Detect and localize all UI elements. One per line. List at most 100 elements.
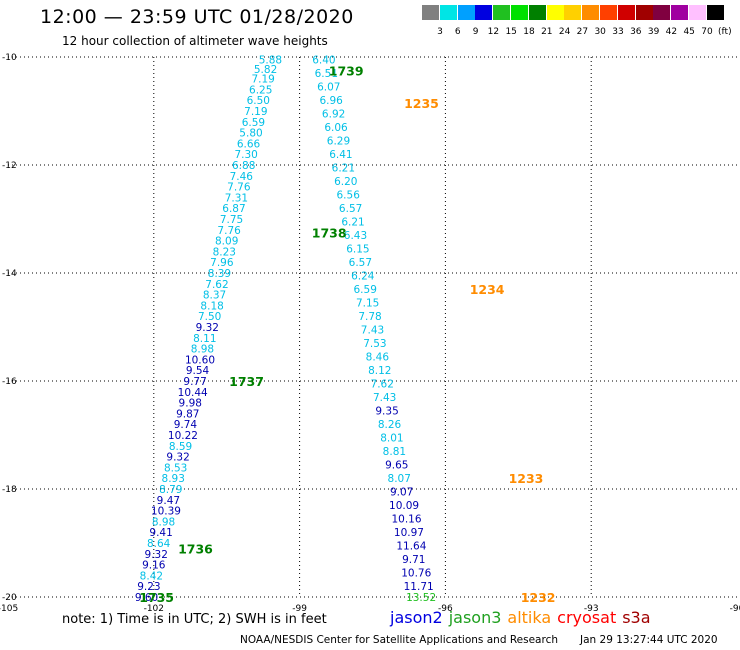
color-swatch	[635, 5, 653, 20]
wave-height-point: 13.52	[406, 592, 436, 604]
wave-height-point: 8.81	[383, 446, 406, 458]
color-swatch	[475, 5, 493, 20]
wave-height-point: 5.80	[239, 128, 262, 140]
color-swatch	[457, 5, 475, 20]
color-swatch	[600, 5, 617, 20]
wave-height-point: 7.96	[210, 257, 234, 269]
time-label: 1736	[178, 541, 213, 556]
wave-height-point: 8.09	[215, 236, 238, 248]
wave-height-point: 10.09	[389, 500, 419, 512]
color-swatch	[493, 5, 511, 20]
wave-height-point: 10.39	[151, 506, 181, 518]
wave-height-point: 6.66	[237, 138, 261, 150]
wave-height-point: 6.43	[344, 230, 367, 242]
wave-height-point: 8.23	[213, 246, 236, 258]
wave-height-point: 6.40	[312, 55, 335, 67]
color-swatch	[422, 5, 439, 20]
wave-height-point: 6.21	[341, 217, 364, 229]
color-swatch	[689, 5, 706, 20]
color-scale-label: 39	[647, 27, 660, 37]
color-scale-label: 9	[472, 27, 479, 37]
wave-height-point: 9.87	[176, 408, 199, 420]
wave-height-point: 10.76	[401, 568, 431, 580]
color-swatch	[582, 5, 600, 20]
wave-height-point: 7.19	[251, 74, 274, 86]
color-scale-label: 6	[454, 27, 461, 37]
wave-height-point: 7.76	[227, 182, 251, 194]
wave-height-point: 6.88	[232, 160, 255, 172]
time-label: 1234	[470, 282, 505, 297]
wave-height-point: 6.57	[339, 203, 362, 215]
lat-tick-label: -14	[2, 269, 17, 279]
wave-height-point: 5.88	[259, 55, 282, 67]
satellite-legend-item: s3a	[622, 608, 651, 627]
time-label: 1735	[139, 590, 174, 605]
wave-height-point: 8.98	[152, 516, 175, 528]
color-swatch	[564, 5, 582, 20]
color-scale-label: 24	[558, 27, 571, 37]
time-label: 1739	[329, 64, 364, 79]
wave-height-point: 6.56	[337, 190, 361, 202]
color-swatch	[439, 5, 457, 20]
wave-height-point: 9.47	[157, 495, 180, 507]
satellite-legend: jason2 jason3 altika cryosat s3a	[390, 608, 657, 627]
wave-height-point: 6.29	[327, 136, 350, 148]
wave-height-point: 8.18	[200, 300, 223, 312]
time-label: 1738	[312, 226, 347, 241]
wave-height-point: 8.98	[191, 344, 214, 356]
color-scale-label: 45	[683, 27, 695, 37]
color-scale-label: 70	[701, 27, 713, 37]
wave-height-point: 8.53	[164, 462, 187, 474]
legend-note: note: 1) Time is in UTC; 2) SWH is in fe…	[62, 612, 327, 627]
color-swatch	[528, 5, 546, 20]
color-swatch	[511, 5, 528, 20]
wave-height-point: 6.51	[315, 68, 338, 80]
lon-tick-label: -93	[584, 604, 599, 614]
wave-height-point: 6.59	[354, 284, 377, 296]
time-label: 1235	[404, 96, 439, 111]
satellite-legend-item: jason2	[390, 608, 443, 627]
wave-height-point: 10.16	[391, 514, 421, 526]
lon-tick-label: -105	[0, 604, 18, 614]
wave-height-point: 9.35	[375, 406, 398, 418]
wave-height-point: 7.75	[220, 214, 243, 226]
color-scale-label: 42	[665, 27, 678, 37]
time-label: 1233	[509, 471, 544, 486]
satellite-legend-item: altika	[507, 608, 552, 627]
wave-height-point: 9.98	[179, 398, 202, 410]
color-swatch	[617, 5, 635, 20]
color-scale-label: 36	[630, 27, 642, 37]
wave-height-point: 10.60	[185, 354, 215, 366]
wave-height-point: 7.30	[234, 149, 257, 161]
wave-height-point: 9.60	[135, 592, 158, 604]
color-scale-label: 33	[612, 27, 624, 37]
wave-height-point: 8.07	[388, 473, 411, 485]
wave-height-point: 8.79	[159, 484, 182, 496]
time-label: 1737	[229, 374, 264, 389]
wave-height-point: 8.59	[169, 441, 192, 453]
wave-height-point: 9.32	[166, 452, 189, 464]
wave-height-point: 10.97	[394, 527, 424, 539]
wave-height-point: 7.31	[225, 192, 248, 204]
wave-height-point: 11.71	[404, 581, 434, 593]
color-swatch	[653, 5, 671, 20]
wave-height-point: 6.57	[349, 257, 372, 269]
wave-height-point: 6.15	[346, 244, 369, 256]
wave-height-point: 9.32	[196, 322, 219, 334]
wave-height-point: 5.82	[254, 64, 277, 76]
time-label: 1232	[521, 590, 556, 605]
footer-source: NOAA/NESDIS Center for Satellite Applica…	[240, 634, 558, 646]
wave-height-point: 8.26	[378, 419, 402, 431]
wave-height-point: 6.20	[334, 176, 357, 188]
wave-height-point: 6.07	[317, 82, 340, 94]
wave-height-point: 7.78	[358, 311, 381, 323]
color-swatch	[671, 5, 689, 20]
wave-height-point: 7.15	[356, 298, 379, 310]
color-swatch	[706, 5, 724, 20]
lon-tick-label: -96	[438, 604, 453, 614]
wave-height-point: 8.12	[368, 365, 391, 377]
wave-height-point: 6.25	[249, 84, 272, 96]
wave-height-point: 9.71	[402, 554, 425, 566]
color-scale-label: 27	[576, 27, 589, 37]
wave-height-point: 6.41	[329, 149, 352, 161]
